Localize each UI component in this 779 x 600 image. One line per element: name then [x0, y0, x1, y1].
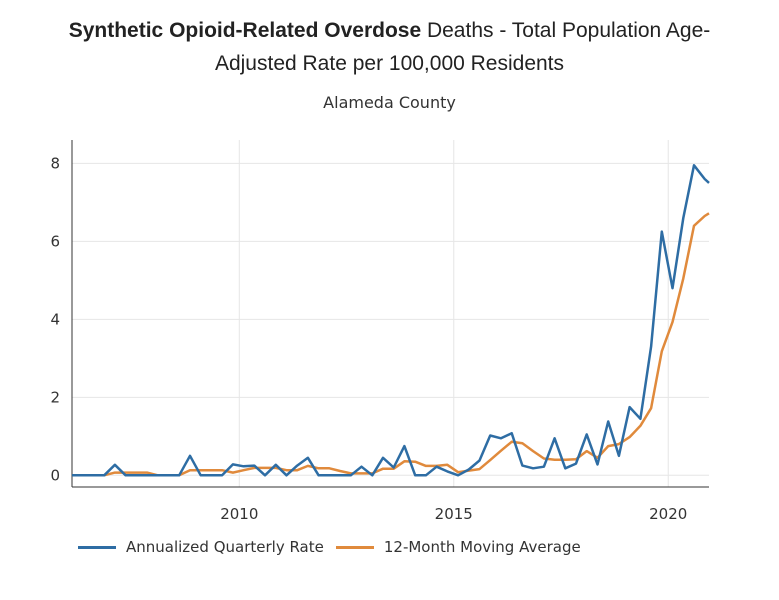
legend-label-moving-average: 12-Month Moving Average [383, 538, 581, 556]
series-line-quarterly [72, 164, 710, 477]
y-tick-label-0: 0 [50, 466, 60, 484]
series-group [72, 164, 710, 477]
y-tick-label-4: 4 [50, 310, 60, 328]
y-tick-label-2: 2 [50, 388, 60, 406]
tick-labels: 2010 2015 2020 0 2 4 6 8 [50, 154, 687, 523]
y-tick-label-8: 8 [50, 154, 60, 172]
chart-subtitle: Alameda County [323, 93, 456, 112]
x-tick-label-2015: 2015 [435, 505, 473, 523]
chart-title-bold: Synthetic Opioid-Related Overdose [68, 19, 422, 42]
chart-title-rest: Deaths - Total Population Age- [421, 19, 711, 42]
chart-title-line2: Adjusted Rate per 100,000 Residents [214, 52, 565, 75]
legend: Annualized Quarterly Rate 12-Month Movin… [78, 538, 593, 556]
chart-title-line1: Synthetic Opioid-Related Overdose Deaths… [0, 14, 779, 47]
legend-item-quarterly[interactable]: Annualized Quarterly Rate [78, 538, 324, 556]
axes [71, 140, 709, 488]
legend-item-moving-average[interactable]: 12-Month Moving Average [335, 538, 581, 556]
legend-label-quarterly: Annualized Quarterly Rate [126, 538, 324, 556]
x-tick-label-2020: 2020 [649, 505, 687, 523]
legend-swatch-moving-average [335, 545, 374, 549]
legend-swatch-quarterly [78, 545, 116, 549]
y-tick-label-6: 6 [50, 232, 60, 250]
x-tick-label-2010: 2010 [220, 505, 258, 523]
chart-title: Synthetic Opioid-Related Overdose Deaths… [0, 14, 779, 80]
